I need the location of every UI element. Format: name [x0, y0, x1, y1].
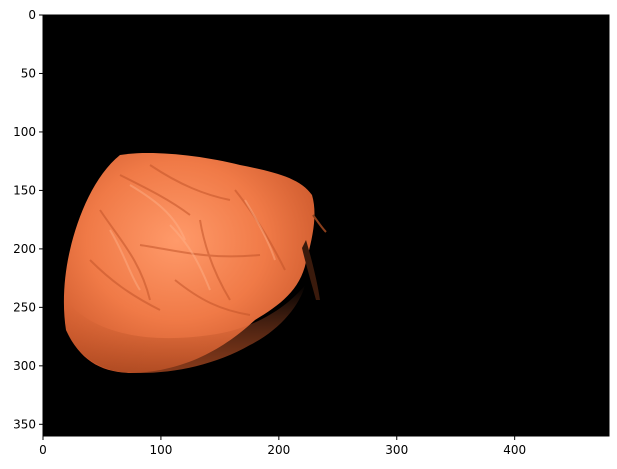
x-tick-label: 100: [149, 443, 172, 457]
y-tick-label: 50: [21, 66, 36, 80]
y-tick-label: 200: [13, 242, 36, 256]
fabric-highlights: [109, 184, 276, 291]
y-tick-label: 250: [13, 300, 36, 314]
axes-frame: [42, 14, 610, 437]
y-tick-label: 350: [13, 417, 36, 431]
x-tick-label: 200: [267, 443, 290, 457]
x-tick-label: 0: [39, 443, 47, 457]
fabric-dark-edge: [302, 240, 320, 300]
y-tick-label: 150: [13, 183, 36, 197]
y-tick-label: 0: [28, 8, 36, 22]
orange-fabric-bundle: [63, 153, 327, 373]
y-tick-label: 100: [13, 125, 36, 139]
x-axis: 0 100 200 300 400: [39, 436, 526, 457]
fabric-strand: [312, 214, 327, 233]
fabric-bottom-shade: [66, 285, 305, 373]
x-tick-label: 400: [503, 443, 526, 457]
fabric-wrinkles: [89, 164, 286, 316]
x-tick-label: 300: [385, 443, 408, 457]
y-axis: 0 50 100 150 200 250 300 350: [13, 8, 43, 431]
y-tick-label: 300: [13, 359, 36, 373]
fabric-body: [63, 153, 315, 373]
